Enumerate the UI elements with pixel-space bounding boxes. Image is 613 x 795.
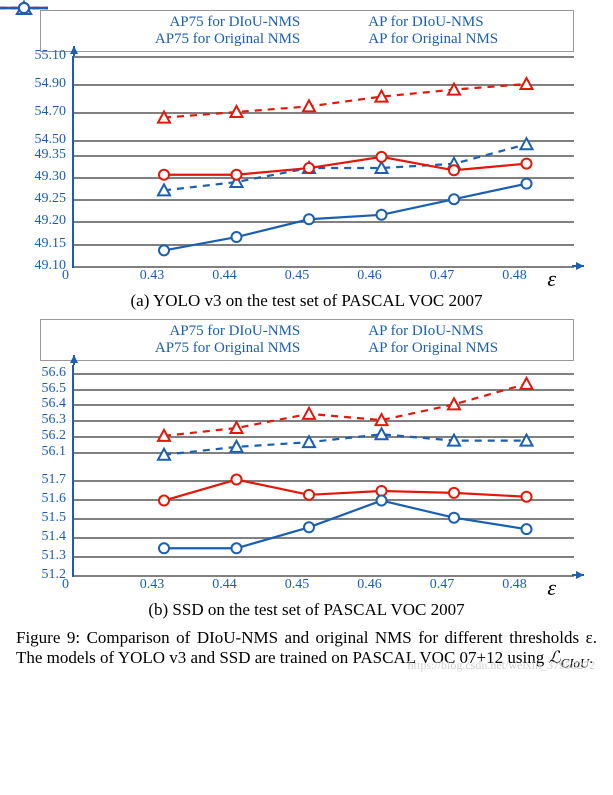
- legend-label-3: AP for Original NMS: [368, 31, 498, 48]
- chart_b-y-axis: 56.156.256.356.456.556.651.251.351.451.5…: [20, 365, 70, 575]
- legend-label-2: AP75 for Original NMS: [155, 31, 300, 48]
- chart_b-ap-orig-line: [164, 501, 527, 549]
- chart_b: 56.156.256.356.456.556.651.251.351.451.5…: [20, 365, 590, 575]
- chart_a-ytick: 54.90: [35, 76, 67, 92]
- chart_b-xtick: 0.46: [357, 577, 382, 593]
- legend-label-0: AP75 for DIoU-NMS: [169, 323, 300, 340]
- legend-marker-1: [314, 324, 362, 340]
- chart_a-ap-orig-line: [164, 184, 527, 251]
- chart_a-xtick: 0.48: [502, 268, 527, 284]
- chart_b-ytick: 56.3: [42, 412, 67, 428]
- chart_a-ap75-orig-line: [164, 144, 527, 190]
- chart_a-ap-diou-line: [164, 157, 527, 175]
- chart_b-xtick: 0.45: [285, 577, 310, 593]
- chart_a-xtick: 0.46: [357, 268, 382, 284]
- legend-item-0: AP75 for DIoU-NMS: [115, 14, 300, 31]
- watermark: https://blog.csdn.net/weixin_37958272: [10, 658, 603, 673]
- chart_b-ytick: 56.4: [42, 396, 67, 412]
- chart_b-ytick: 51.6: [42, 491, 67, 507]
- chart_a-xtick: 0.45: [285, 268, 310, 284]
- chart_b-ytick: 51.4: [42, 529, 67, 545]
- legend-item-2: AP75 for Original NMS: [101, 340, 300, 357]
- legend-item-1: AP for DIoU-NMS: [314, 14, 483, 31]
- chart_a-xtick: 0.47: [430, 268, 455, 284]
- chart_a-xtick: 0.43: [140, 268, 165, 284]
- legend-marker-2: [101, 32, 149, 48]
- legend-marker-2: [101, 341, 149, 357]
- chart_a-ytick: 54.50: [35, 132, 67, 148]
- legend-label-1: AP for DIoU-NMS: [368, 14, 483, 31]
- chart_a-plot: [72, 56, 574, 268]
- chart_b-x-axis: 0 0.43 0.44 0.45 0.46 0.47 0.48 ε: [62, 575, 562, 599]
- chart_b-plot-svg: [74, 365, 574, 575]
- legend-item-3: AP for Original NMS: [314, 31, 498, 48]
- chart_a: 54.5054.7054.9055.1049.1049.1549.2049.25…: [20, 56, 590, 266]
- chart_a-ytick: 54.70: [35, 104, 67, 120]
- chart_b-subcaption: (b) SSD on the test set of PASCAL VOC 20…: [10, 600, 603, 620]
- legend-item-3: AP for Original NMS: [314, 340, 498, 357]
- legend-label-1: AP for DIoU-NMS: [368, 323, 483, 340]
- caption-prefix: Figure 9:: [16, 628, 87, 647]
- chart_b-xtick: 0.43: [140, 577, 165, 593]
- legend-marker-3: [314, 32, 362, 48]
- legend-label-3: AP for Original NMS: [368, 340, 498, 357]
- chart_b-xtick: 0.48: [502, 577, 527, 593]
- chart_a-xtick: 0: [62, 268, 69, 284]
- legend-marker-3: [314, 341, 362, 357]
- chart_b-xtick: 0.47: [430, 577, 455, 593]
- chart_a-ytick: 49.25: [35, 191, 67, 207]
- legend-item-2: AP75 for Original NMS: [101, 31, 300, 48]
- chart_b-ytick: 56.2: [42, 428, 67, 444]
- chart_b-ytick: 51.3: [42, 548, 67, 564]
- legend: AP75 for DIoU-NMS AP for DIoU-NMS AP75 f…: [40, 319, 574, 361]
- chart_a-ytick: 49.35: [35, 147, 67, 163]
- legend-label-2: AP75 for Original NMS: [155, 340, 300, 357]
- chart_a-epsilon-label: ε: [547, 266, 556, 292]
- chart_a-x-axis: 0 0.43 0.44 0.45 0.46 0.47 0.48 ε: [62, 266, 562, 290]
- chart_b-ytick: 56.6: [42, 365, 67, 381]
- legend-item-0: AP75 for DIoU-NMS: [115, 323, 300, 340]
- chart_b-plot: [72, 365, 574, 577]
- chart_b-ytick: 56.5: [42, 381, 67, 397]
- chart_a-ytick: 49.20: [35, 213, 67, 229]
- chart_a-y-axis: 54.5054.7054.9055.1049.1049.1549.2049.25…: [20, 56, 70, 266]
- chart_b-ap75-diou-line: [164, 384, 527, 436]
- chart_b-xtick: 0: [62, 577, 69, 593]
- legend: AP75 for DIoU-NMS AP for DIoU-NMS AP75 f…: [40, 10, 574, 52]
- legend-item-1: AP for DIoU-NMS: [314, 323, 483, 340]
- chart_b-ap-diou-line: [164, 480, 527, 501]
- chart_a-ytick: 49.30: [35, 169, 67, 185]
- chart_a-ap75-diou-line: [164, 84, 527, 118]
- chart_b-xtick: 0.44: [212, 577, 237, 593]
- chart_a-xtick: 0.44: [212, 268, 237, 284]
- chart_b-ap75-orig-line: [164, 434, 527, 454]
- legend-label-0: AP75 for DIoU-NMS: [169, 14, 300, 31]
- legend-marker-1: [314, 15, 362, 31]
- chart_a-subcaption: (a) YOLO v3 on the test set of PASCAL VO…: [10, 291, 603, 311]
- chart_a-ytick: 55.10: [35, 48, 67, 64]
- chart_b-epsilon-label: ε: [547, 575, 556, 601]
- chart_b-ytick: 51.5: [42, 510, 67, 526]
- chart_a-plot-svg: [74, 56, 574, 266]
- chart_a-ytick: 49.15: [35, 236, 67, 252]
- legend-marker-0: [115, 15, 163, 31]
- chart_b-ytick: 56.1: [42, 444, 67, 460]
- legend-marker-0: [115, 324, 163, 340]
- chart_b-ytick: 51.7: [42, 472, 67, 488]
